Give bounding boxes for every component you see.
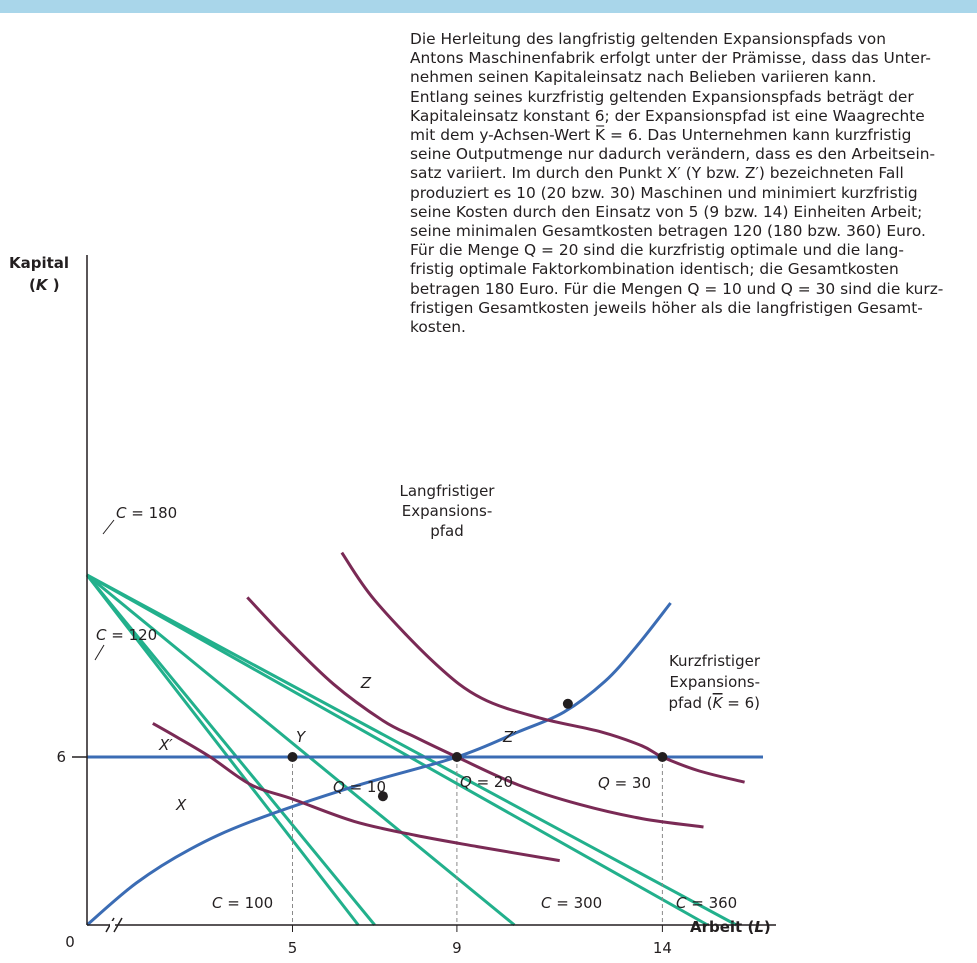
caption-line: produziert es 10 (20 bzw. 30) Maschinen … [410,183,918,202]
y-axis-title: Kapital [9,254,69,272]
isocost-line [85,574,376,926]
caption-line: seine Kosten durch den Einsatz von 5 (9 … [410,202,923,221]
caption-line: betragen 180 Euro. Für die Mengen Q = 10… [410,279,944,298]
x-axis-title: Arbeit (L) [690,918,771,936]
x-tick-label: 0 [65,933,75,951]
x-tick-label: 9 [452,939,462,957]
caption-line: mit dem y-Achsen-Wert K̅ = 6. Das Untern… [410,126,912,145]
isocost-label: C = 180 [116,504,177,522]
isocost-label: C = 100 [212,894,273,912]
point-marker [287,752,298,762]
caption-line: seine minimalen Gesamtkosten betragen 12… [410,222,926,241]
isocost-label: C = 120 [96,626,157,644]
x-tick-label: 5 [288,939,298,957]
long-run-path-label: Langfristiger [400,482,496,500]
long-run-path-label: pfad [430,522,464,540]
isoquant-label: Q = 30 [598,774,651,792]
point-label: Z [360,674,372,692]
label-leader [94,644,105,661]
caption-line: satz variiert. Im durch den Punkt X′ (Y … [410,164,904,183]
isocost-line [86,573,738,927]
label-leader [102,519,115,535]
isoquant-curve [340,551,745,784]
point-marker [377,791,388,802]
short-run-path-label: Expansions- [670,673,760,691]
isoquant-curve [152,722,560,863]
isocost-lines [85,573,738,927]
isocost-line [86,573,709,927]
point-label: X′ [158,736,173,754]
caption-line: fristig optimale Faktorkombination ident… [410,260,899,279]
labels: 6 0 5 9 14 Kapital (K ) Arbeit (L) X′ X Y Z Z′ C = 10… [9,254,771,957]
caption-line: Die Herleitung des langfristig geltenden… [410,30,886,48]
short-run-path-label: pfad (K = 6) [669,694,760,712]
isocost-label: C = 360 [676,894,737,912]
top-color-band [0,0,977,13]
axes [72,255,776,933]
point-label: Y [296,728,307,746]
isoquant-label: Q = 20 [460,773,513,791]
caption-line: nehmen seinen Kapitaleinsatz nach Belieb… [410,68,877,87]
point-label: X [175,796,187,814]
figure-caption: Die Herleitung des langfristig geltenden… [410,30,965,337]
isoquant-label: Q = 10 [333,778,386,796]
caption-line: Kapitaleinsatz konstant 6; der Expansion… [410,106,925,125]
long-run-path-label: Expansions- [402,502,492,520]
point-marker [451,752,462,762]
x-tick-label: 14 [653,939,672,957]
caption-line: Antons Maschinenfabrik erfolgt unter der… [410,49,931,68]
caption-line: fristigen Gesamtkosten jeweils höher als… [410,298,923,317]
point-label: Z′ [502,728,517,746]
long-run-expansion-path [86,602,672,927]
points [287,698,668,802]
caption-line: kosten. [410,318,466,337]
isoquant-curve [246,596,704,829]
y-tick-label: 6 [56,748,66,766]
dashed-guide-lines [292,757,663,925]
axis-break-mark [113,917,123,933]
expansion-paths [86,602,763,927]
caption-line: Für die Menge Q = 20 sind die kurzfristi… [410,241,904,260]
axis-break-gap [110,921,115,929]
caption-line: Entlang seines kurzfristig geltenden Exp… [410,87,914,106]
short-run-path-label: Kurzfristiger [669,652,761,670]
isocost-label: C = 300 [541,894,602,912]
isocost-line [86,573,516,927]
point-marker [657,752,668,762]
caption-line: seine Outputmenge nur dadurch verändern,… [410,145,936,164]
y-axis-title-symbol: (K ) [29,276,60,294]
isocost-line [85,574,360,926]
point-marker [562,698,573,709]
isoquant-curves [152,551,745,863]
